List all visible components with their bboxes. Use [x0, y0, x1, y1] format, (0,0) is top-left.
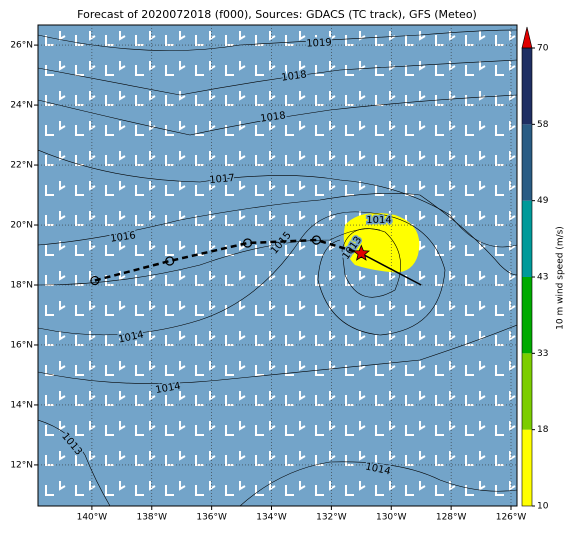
isobar	[38, 228, 381, 286]
colorbar-tick-label: 49	[537, 196, 549, 206]
isobar-label: 1018	[260, 110, 287, 124]
isobar	[38, 149, 517, 248]
colorbar-tick-label: 10	[537, 502, 549, 512]
storm-position	[352, 244, 370, 261]
isobars	[38, 29, 517, 506]
colorbar-tick-label: 18	[537, 425, 549, 435]
y-tick-label: 14°N	[10, 400, 33, 410]
x-tick-label: 126°W	[496, 513, 527, 523]
y-tick-label: 12°N	[10, 460, 33, 470]
track-point	[242, 238, 253, 248]
colorbar-tick-label: 58	[537, 120, 549, 130]
colorbar-extend	[521, 26, 533, 49]
isobar-label: 1014	[118, 329, 145, 345]
y-tick-label: 22°N	[10, 161, 33, 171]
x-tick-label: 134°W	[256, 513, 287, 523]
track-point	[165, 256, 175, 266]
colorbar-segment	[522, 200, 532, 277]
colorbar-segment	[522, 124, 532, 201]
isobar	[239, 461, 517, 506]
y-tick-label: 16°N	[10, 340, 33, 350]
isobar-label: 1014	[366, 215, 391, 226]
colorbar-label: 10 m wind speed (m/s)	[556, 226, 566, 330]
y-tick-label: 24°N	[10, 101, 33, 111]
isobar	[38, 29, 517, 51]
x-tick-label: 130°W	[376, 513, 407, 523]
x-tick-label: 136°W	[196, 513, 227, 523]
isobar	[341, 228, 401, 298]
colorbar-segment	[522, 429, 532, 506]
isobar	[38, 94, 517, 136]
isobar-label: 1019	[306, 37, 332, 49]
x-tick-label: 128°W	[436, 513, 467, 523]
x-tick-label: 140°W	[77, 513, 108, 523]
isobar-label: 1018	[281, 69, 308, 83]
y-tick-label: 26°N	[10, 41, 33, 51]
colorbar-tick-label: 43	[537, 273, 548, 283]
colorbar-segment	[522, 277, 532, 354]
isobar	[38, 193, 517, 276]
colorbar-segment	[522, 48, 532, 125]
y-tick-label: 20°N	[10, 221, 33, 231]
map-frame	[37, 24, 518, 507]
isobar	[38, 324, 517, 384]
forecast-track	[360, 252, 422, 286]
isobar-label: 1017	[209, 173, 235, 186]
x-tick-label: 132°W	[316, 513, 347, 523]
track-point	[311, 235, 322, 245]
wind-barbs	[38, 25, 517, 506]
x-tick-label: 138°W	[136, 513, 167, 523]
track-point	[90, 275, 100, 286]
past-track	[94, 238, 362, 282]
chart-title: Forecast of 2020072018 (f000), Sources: …	[77, 8, 477, 21]
colorbar-segment	[522, 353, 532, 430]
isobar	[38, 211, 446, 336]
colorbar-tick-label: 33	[537, 349, 548, 359]
isobar	[38, 59, 517, 96]
colorbar-tick-label: 70	[537, 44, 549, 54]
isobar	[38, 419, 111, 506]
isobar-label: 1016	[110, 230, 137, 244]
y-tick-label: 18°N	[10, 280, 33, 290]
